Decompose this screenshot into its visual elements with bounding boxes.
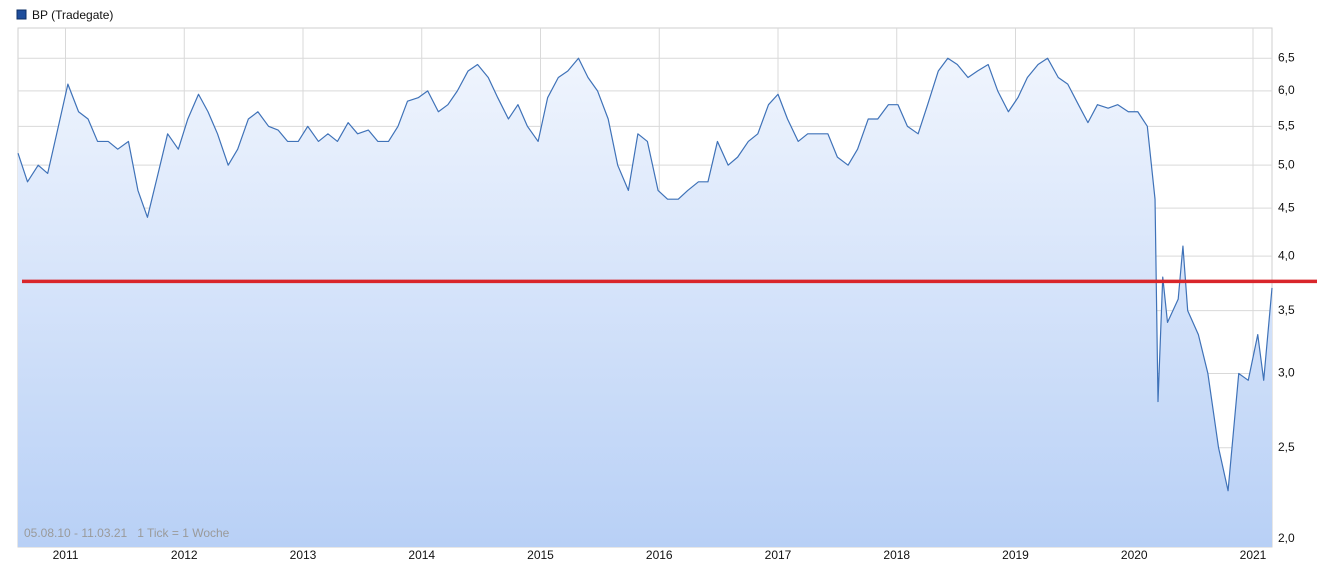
x-tick-label: 2019 (1002, 548, 1029, 562)
y-tick-label: 2,5 (1278, 440, 1295, 454)
y-tick-label: 2,0 (1278, 531, 1295, 545)
x-tick-label: 2012 (171, 548, 198, 562)
legend-swatch (16, 9, 27, 20)
y-tick-label: 3,5 (1278, 303, 1295, 317)
legend-label: BP (Tradegate) (32, 8, 113, 22)
x-tick-label: 2016 (646, 548, 673, 562)
y-tick-label: 6,5 (1278, 50, 1295, 64)
y-tick-label: 5,0 (1278, 157, 1295, 171)
y-tick-label: 5,5 (1278, 118, 1295, 132)
y-tick-label: 4,0 (1278, 248, 1295, 262)
x-tick-label: 2020 (1121, 548, 1148, 562)
x-tick-label: 2015 (527, 548, 554, 562)
area-fill (18, 58, 1272, 548)
x-tick-label: 2011 (53, 548, 79, 562)
x-tick-label: 2017 (765, 548, 792, 562)
price-line (17, 57, 1273, 492)
x-tick-label: 2021 (1240, 548, 1267, 562)
x-tick-label: 2013 (290, 548, 317, 562)
x-tick-label: 2014 (408, 548, 435, 562)
range-annotation: 05.08.10 - 11.03.21 1 Tick = 1 Woche (24, 526, 230, 540)
y-tick-label: 4,5 (1278, 200, 1295, 214)
x-tick-label: 2018 (883, 548, 910, 562)
y-tick-label: 6,0 (1278, 83, 1295, 97)
y-tick-label: 3,0 (1278, 366, 1295, 380)
